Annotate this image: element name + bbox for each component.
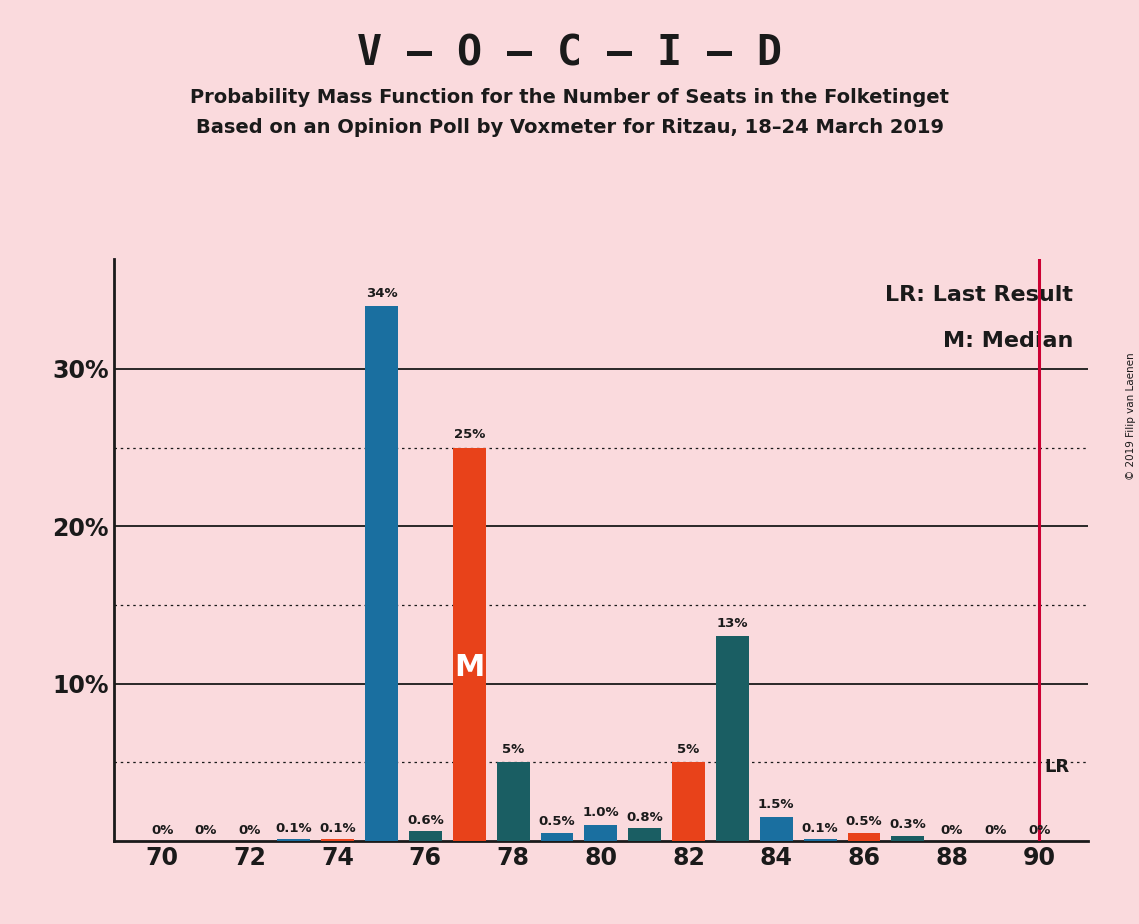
Bar xyxy=(847,833,880,841)
Text: Based on an Opinion Poll by Voxmeter for Ritzau, 18–24 March 2019: Based on an Opinion Poll by Voxmeter for… xyxy=(196,118,943,138)
Text: 0%: 0% xyxy=(151,824,173,837)
Text: 5%: 5% xyxy=(678,743,699,756)
Text: 34%: 34% xyxy=(366,286,398,299)
Text: 0%: 0% xyxy=(195,824,218,837)
Bar xyxy=(409,832,442,841)
Bar xyxy=(584,825,617,841)
Text: 0%: 0% xyxy=(984,824,1007,837)
Text: 5%: 5% xyxy=(502,743,524,756)
Bar xyxy=(672,762,705,841)
Text: 1.0%: 1.0% xyxy=(582,806,620,819)
Text: 0.3%: 0.3% xyxy=(890,819,926,832)
Bar xyxy=(277,839,310,841)
Text: M: M xyxy=(454,653,484,682)
Text: © 2019 Filip van Laenen: © 2019 Filip van Laenen xyxy=(1125,352,1136,480)
Text: LR: LR xyxy=(1044,758,1070,776)
Text: 0.5%: 0.5% xyxy=(846,815,883,828)
Text: 0.6%: 0.6% xyxy=(407,814,444,827)
Bar xyxy=(497,762,530,841)
Text: 0.1%: 0.1% xyxy=(276,821,312,834)
Text: 25%: 25% xyxy=(453,428,485,442)
Text: 0%: 0% xyxy=(1029,824,1050,837)
Text: 0%: 0% xyxy=(239,824,261,837)
Bar xyxy=(716,637,748,841)
Text: 0.8%: 0.8% xyxy=(626,810,663,823)
Text: 0%: 0% xyxy=(941,824,962,837)
Text: M: Median: M: Median xyxy=(943,332,1073,351)
Bar xyxy=(804,839,837,841)
Text: 0.1%: 0.1% xyxy=(319,821,355,834)
Bar xyxy=(453,447,485,841)
Bar xyxy=(760,817,793,841)
Text: V – O – C – I – D: V – O – C – I – D xyxy=(357,32,782,74)
Bar xyxy=(321,839,354,841)
Text: Probability Mass Function for the Number of Seats in the Folketinget: Probability Mass Function for the Number… xyxy=(190,88,949,107)
Text: 0.5%: 0.5% xyxy=(539,815,575,828)
Bar xyxy=(629,828,661,841)
Text: 0.1%: 0.1% xyxy=(802,821,838,834)
Text: LR: Last Result: LR: Last Result xyxy=(885,285,1073,305)
Text: 13%: 13% xyxy=(716,617,748,630)
Text: 1.5%: 1.5% xyxy=(759,798,795,811)
Bar xyxy=(541,833,573,841)
Bar xyxy=(892,836,925,841)
Bar xyxy=(364,306,398,841)
